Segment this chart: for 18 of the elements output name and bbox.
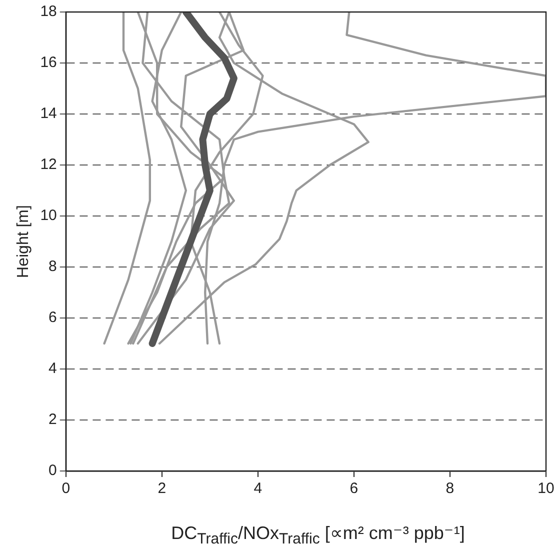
y-tick-label: 12 <box>40 156 57 174</box>
y-tick-label: 18 <box>40 3 57 20</box>
y-tick-label: 8 <box>48 258 57 276</box>
x-tick-label: 0 <box>62 480 70 498</box>
y-tick-label: 2 <box>48 411 57 428</box>
y-tick-label: 16 <box>40 54 57 72</box>
x-tick-label: 10 <box>538 480 554 498</box>
x-tick-label: 6 <box>350 480 358 498</box>
x-tick-label: 8 <box>446 480 454 498</box>
x-tick-label: 2 <box>158 480 166 498</box>
x-axis-title: DC$_{Traffic}$/NOx$_{Traffic}$ [∝m² cm⁻³ ppb⁻¹] <box>170 522 466 548</box>
y-axis-title: Height [m] <box>15 205 32 278</box>
y-tick-label: 10 <box>40 207 57 224</box>
y-tick-label: 0 <box>48 462 57 480</box>
x-tick-label: 4 <box>254 480 262 498</box>
y-tick-label: 14 <box>40 105 57 122</box>
y-tick-label: 4 <box>48 360 57 378</box>
y-tick-label: 6 <box>48 309 57 326</box>
